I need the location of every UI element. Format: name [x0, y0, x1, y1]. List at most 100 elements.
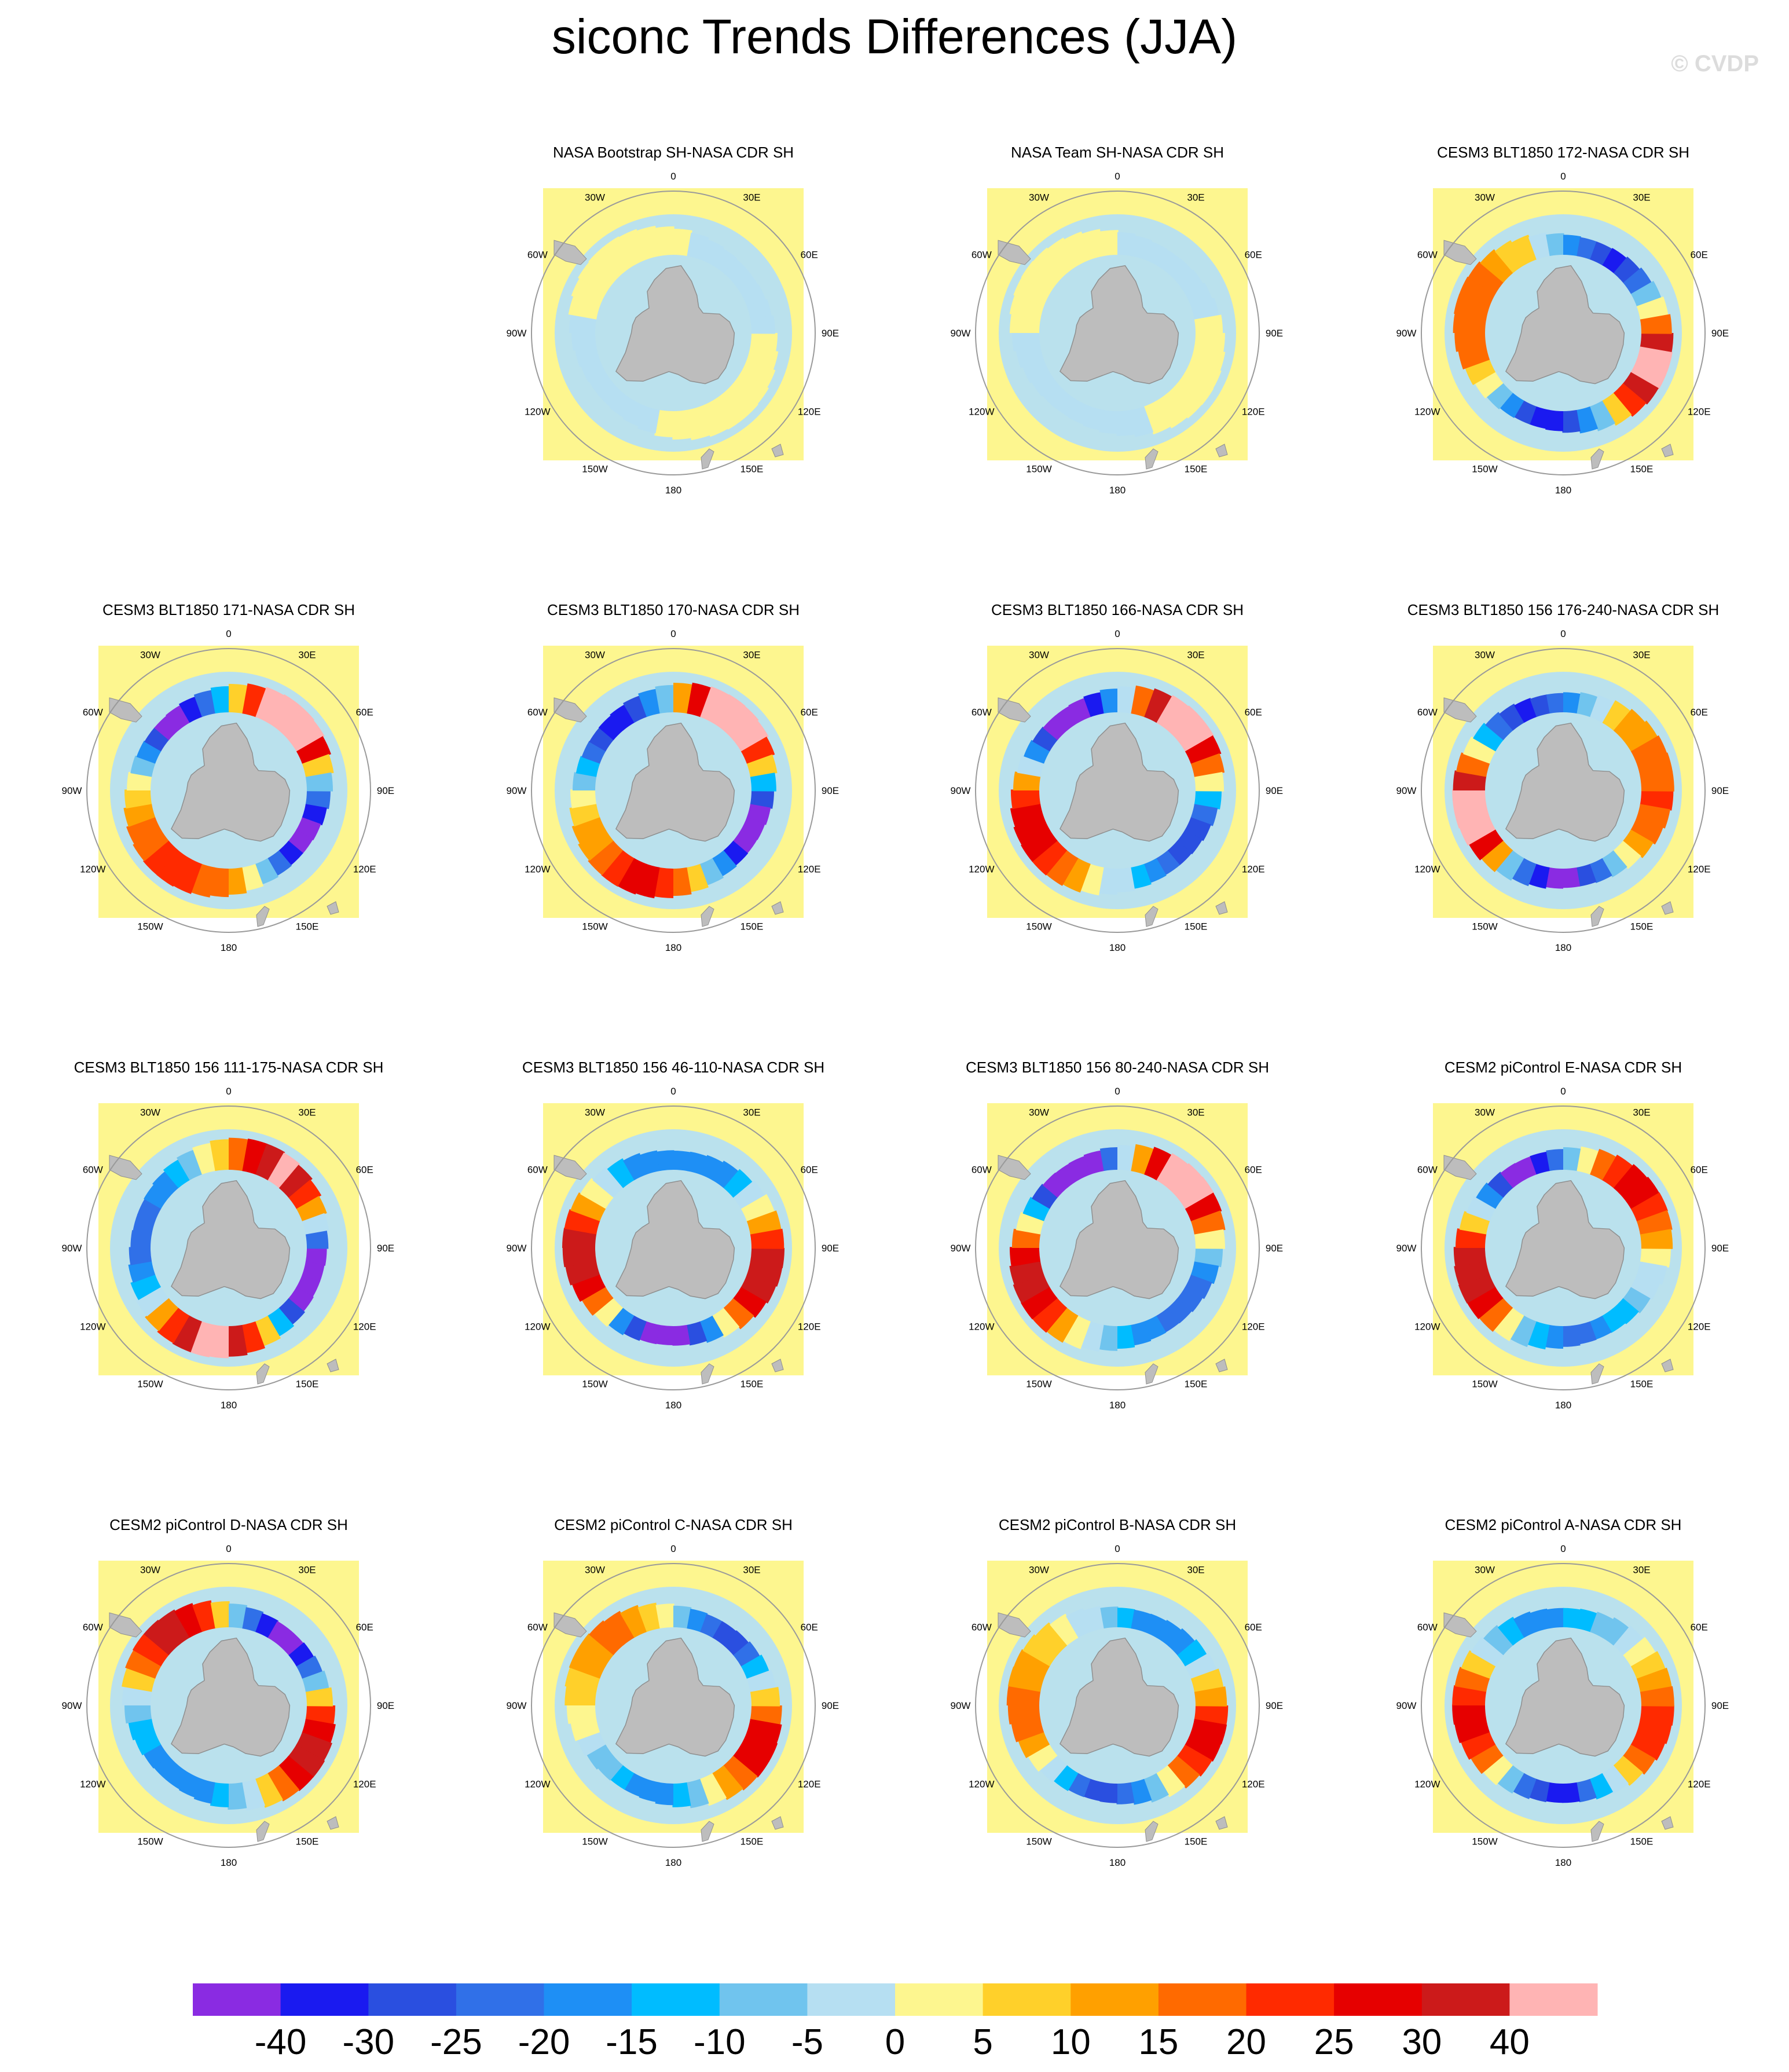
trend-sector [750, 1705, 782, 1726]
trend-sector [1612, 1298, 1639, 1324]
tasmania [1661, 1359, 1674, 1372]
trend-sector [603, 1610, 635, 1646]
trend-sector [143, 1744, 169, 1769]
south-america-tip [1443, 240, 1477, 265]
longitude-label: 180 [1109, 485, 1126, 496]
longitude-label: 120W [1414, 864, 1440, 875]
trend-sector [1576, 1778, 1597, 1803]
map-boundary [531, 648, 816, 933]
trend-sector [1589, 1315, 1612, 1340]
trend-sector [1176, 1287, 1203, 1312]
trend-sector [610, 704, 635, 731]
trend-sector [1458, 276, 1496, 306]
longitude-label: 180 [1109, 942, 1126, 953]
longitude-label: 30W [140, 1107, 160, 1118]
trend-sector [750, 1228, 784, 1249]
trend-sector [1156, 1153, 1189, 1189]
trend-sector [578, 261, 614, 294]
trend-sector [134, 1731, 162, 1756]
longitude-label: 90W [62, 1700, 82, 1711]
longitude-label: 150W [582, 1836, 607, 1847]
longitude-label: 120E [1242, 407, 1265, 418]
longitude-label: 90E [1266, 1700, 1283, 1711]
longitude-label: 120E [353, 864, 376, 875]
trend-sector [712, 1161, 739, 1189]
trend-sector [1479, 1297, 1513, 1332]
map-boundary [1421, 648, 1706, 933]
longitude-label: 90W [507, 785, 527, 796]
longitude-label: 30W [1475, 192, 1495, 203]
trend-sector [598, 715, 624, 741]
colorbar-tick-label: -25 [430, 2022, 482, 2062]
trend-sector [623, 695, 647, 723]
trend-sector [305, 1705, 336, 1725]
antarctica-landmass [1059, 1180, 1179, 1299]
trend-sector [267, 1621, 292, 1646]
longitude-label: 150E [1630, 1836, 1654, 1847]
longitude-label: 150W [1472, 921, 1497, 932]
trend-sector [1185, 817, 1211, 841]
longitude-label: 180 [1555, 1400, 1571, 1411]
trend-sector [144, 1620, 179, 1656]
longitude-label: 150E [740, 464, 764, 475]
map-panel: CESM2 piControl A-NASA CDR SH 0 30E 60E 90E 1… [1396, 1516, 1729, 1868]
trend-sector [1022, 359, 1050, 383]
trend-sector [1194, 1248, 1223, 1268]
trend-sector [1068, 1773, 1091, 1798]
colorbar-tick-label: 10 [1051, 2022, 1091, 2062]
antarctica-landmass [615, 1180, 735, 1299]
colorbar-tick-label: 0 [885, 2022, 905, 2062]
trend-sector [1099, 230, 1119, 257]
trend-sector [686, 1321, 707, 1346]
trend-sector [1640, 314, 1672, 334]
new-zealand [701, 906, 714, 927]
longitude-label: 30W [140, 649, 160, 660]
tasmania [771, 901, 784, 915]
longitude-label: 60E [356, 1622, 373, 1633]
trend-sector [1545, 1782, 1563, 1803]
trend-sector [1013, 276, 1050, 306]
longitude-label: 60E [356, 707, 373, 718]
trend-sector [1476, 1183, 1504, 1209]
trend-sector [166, 705, 190, 731]
trend-sector [723, 258, 749, 284]
longitude-label: 60W [1417, 250, 1438, 261]
trend-sector [157, 1609, 190, 1646]
trend-sector [267, 850, 292, 876]
trend-sector [655, 1604, 674, 1629]
trend-sector [1577, 1146, 1600, 1175]
trend-sector [1167, 383, 1203, 419]
trend-sector [712, 850, 737, 877]
trend-sector [242, 683, 267, 717]
longitude-label: 180 [221, 1857, 237, 1868]
trend-sector [1167, 1628, 1196, 1656]
trend-sector [1546, 1608, 1564, 1629]
trend-sector [128, 1718, 156, 1741]
trend-sector [210, 1782, 229, 1807]
trend-sector [581, 1286, 614, 1316]
longitude-label: 60E [801, 1622, 818, 1633]
trend-sector [655, 1324, 673, 1345]
panels-layer: NASA Bootstrap SH-NASA CDR SH 0 30E 60E 90E 1… [62, 144, 1729, 1868]
trend-sector [241, 1778, 265, 1811]
colorbar-swatch [280, 1983, 369, 2016]
colorbar-swatch [193, 1983, 281, 2016]
longitude-label: 60E [1245, 1622, 1262, 1633]
trend-sector [1466, 1195, 1496, 1221]
trend-sector [144, 727, 170, 752]
longitude-label: 150W [582, 464, 607, 475]
trend-sector [1463, 736, 1496, 764]
trend-sector [1473, 723, 1504, 752]
trend-sector [1190, 753, 1225, 778]
colorbar-tick-label: 20 [1226, 2022, 1266, 2062]
trend-sector [153, 1755, 179, 1780]
new-zealand [1145, 906, 1159, 927]
trend-sector [687, 682, 712, 717]
trend-sector [575, 346, 600, 367]
trend-sector [1622, 1287, 1651, 1313]
longitude-label: 150W [137, 921, 163, 932]
trend-sector [580, 1178, 614, 1209]
trend-sector [623, 1153, 647, 1181]
trend-sector [1156, 248, 1181, 274]
trend-sector [1068, 400, 1091, 425]
